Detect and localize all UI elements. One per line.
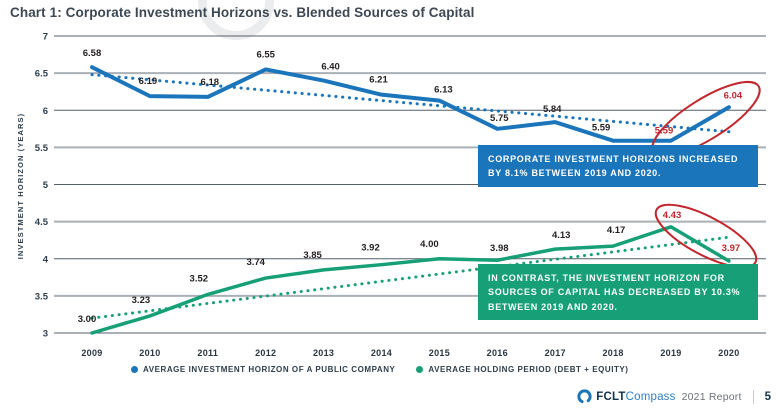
- data-label: 6.55: [256, 49, 275, 60]
- x-tick-label: 2014: [371, 348, 392, 358]
- data-label: 3.00: [78, 314, 97, 325]
- page-number: 5: [764, 390, 771, 403]
- legend-item-holding-period: AVERAGE HOLDING PERIOD (DEBT + EQUITY): [416, 365, 628, 374]
- footer-brand-fclt: FCLT: [596, 390, 626, 403]
- data-label: 4.13: [552, 230, 571, 241]
- chart-title: Chart 1: Corporate Investment Horizons v…: [10, 5, 475, 20]
- data-label: 6.21: [369, 75, 388, 86]
- data-label: 3.98: [490, 243, 509, 254]
- y-tick-label: 4: [43, 254, 49, 265]
- y-tick-label: 6.5: [35, 69, 49, 80]
- y-tick-label: 5.5: [35, 143, 49, 154]
- y-tick-label: 5: [43, 180, 49, 191]
- x-tick-label: 2020: [718, 348, 739, 358]
- y-tick-label: 3: [43, 329, 48, 340]
- x-tick-label: 2013: [313, 348, 334, 358]
- y-tick-label: 3.5: [35, 291, 49, 302]
- chart-legend: AVERAGE INVESTMENT HORIZON OF A PUBLIC C…: [131, 365, 629, 374]
- y-tick-label: 7: [43, 32, 48, 43]
- data-label: 6.40: [321, 62, 340, 73]
- data-label: 3.74: [246, 257, 265, 268]
- legend-dot-green-icon: [416, 366, 424, 373]
- data-label: 4.17: [607, 225, 626, 236]
- x-tick-label: 2012: [255, 348, 276, 358]
- data-label: 6.58: [83, 48, 102, 59]
- x-tick-label: 2016: [487, 348, 508, 358]
- data-label: 4.43: [663, 210, 682, 221]
- footer: FCLT Compass 2021 Report 5: [577, 389, 771, 404]
- x-tick-label: 2011: [197, 348, 218, 358]
- data-label: 6.18: [201, 77, 220, 88]
- series-line-0: [90, 65, 731, 143]
- x-tick-label: 2017: [545, 348, 566, 358]
- footer-divider: [752, 389, 754, 404]
- data-label: 4.00: [420, 239, 439, 250]
- data-label: 5.84: [543, 104, 562, 115]
- data-label: 6.19: [139, 76, 158, 87]
- data-label: 3.85: [303, 250, 322, 261]
- series-line-1: [90, 225, 731, 335]
- data-label: 6.04: [724, 90, 743, 101]
- x-tick-label: 2010: [139, 348, 160, 358]
- callout-green-box: IN CONTRAST, THE INVESTMENT HORIZON FOR …: [478, 264, 758, 321]
- data-label: 6.13: [434, 85, 453, 96]
- data-label: 3.52: [190, 273, 209, 284]
- data-label: 3.23: [132, 295, 151, 306]
- trend-line-0: [90, 73, 731, 134]
- x-tick-label: 2019: [660, 348, 681, 358]
- legend-label: AVERAGE HOLDING PERIOD (DEBT + EQUITY): [428, 365, 629, 374]
- legend-dot-blue-icon: [131, 366, 138, 373]
- data-label: 5.75: [490, 113, 509, 124]
- x-tick-label: 2015: [429, 348, 450, 358]
- highlight-ellipse-1: [654, 203, 758, 269]
- y-tick-label: 4.5: [35, 217, 49, 228]
- data-label: 3.97: [722, 243, 741, 254]
- x-tick-label: 2018: [602, 348, 623, 358]
- trend-line-1: [90, 235, 731, 320]
- data-label: 5.59: [592, 123, 611, 134]
- footer-brand-compass: Compass: [625, 390, 676, 403]
- fclt-logo-icon: [577, 389, 592, 404]
- data-label: 3.92: [361, 243, 380, 254]
- x-tick-label: 2009: [81, 348, 102, 358]
- legend-label: AVERAGE INVESTMENT HORIZON OF A PUBLIC C…: [143, 365, 396, 374]
- footer-report-label: 2021 Report: [681, 390, 742, 403]
- y-tick-label: 6: [43, 106, 48, 117]
- data-label: 5.59: [655, 126, 674, 137]
- legend-item-public-company: AVERAGE INVESTMENT HORIZON OF A PUBLIC C…: [131, 365, 395, 374]
- callout-blue-box: CORPORATE INVESTMENT HORIZONS INCREASED …: [478, 145, 758, 187]
